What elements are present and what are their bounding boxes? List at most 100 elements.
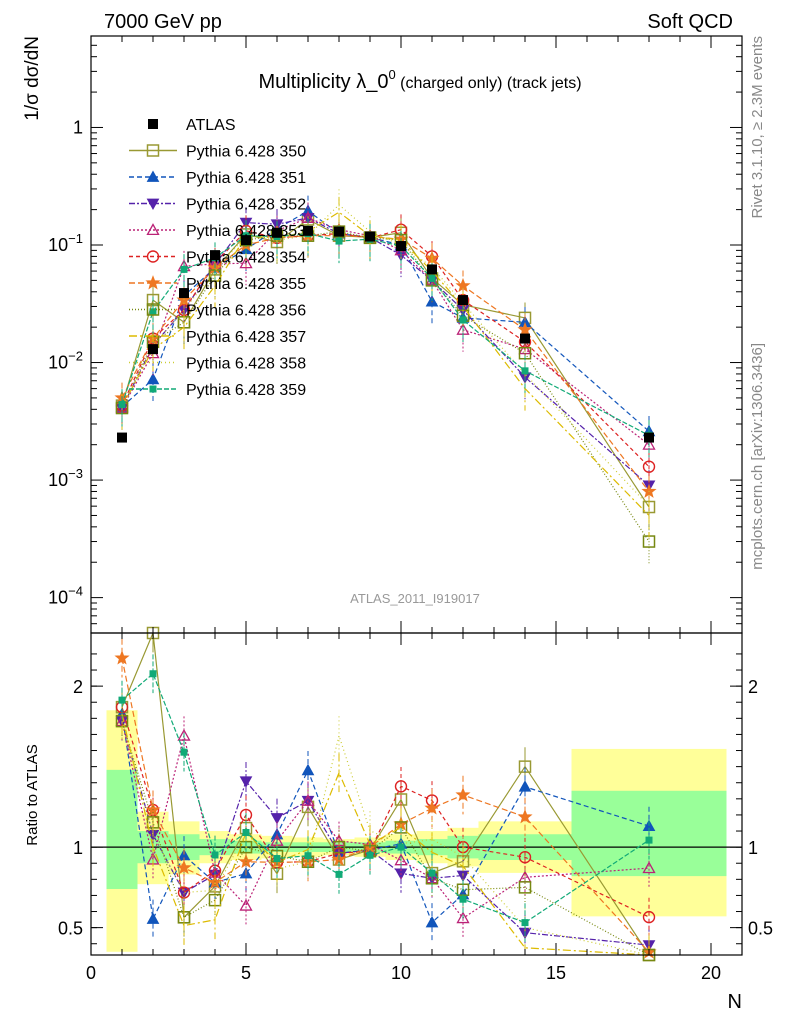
ratio-point-3-6 — [301, 793, 315, 806]
main-point-9-11 — [459, 316, 467, 324]
ratio-series-9 — [118, 654, 653, 942]
ratio-series-line-0 — [121, 632, 650, 956]
ratio-series-layer — [114, 626, 657, 962]
main-point-1-10 — [425, 295, 439, 307]
main-y-tick-label-base-1: 10 — [48, 470, 68, 490]
ratio-series-line-3 — [121, 720, 650, 920]
main-data-series — [117, 225, 654, 443]
header-left: 7000 GeV pp — [104, 11, 222, 33]
data-point-6 — [303, 225, 313, 236]
legend: ATLAS Pythia 6.428 350 Pythia 6.428 351 Pyt… — [129, 117, 306, 399]
data-point-12 — [520, 333, 530, 344]
legend-label-5: Pythia 6.428 355 — [186, 276, 306, 293]
legend-marker-0 — [146, 144, 160, 157]
ratio-y-tick-label-right-1: 1 — [748, 838, 758, 858]
legend-label-3: Pythia 6.428 353 — [186, 223, 306, 240]
data-point-3 — [210, 250, 220, 261]
header-right: Soft QCD — [647, 11, 733, 33]
ratio-point-4-12 — [518, 850, 532, 864]
x-tick-label-0: 0 — [86, 963, 96, 983]
main-series-line-9 — [121, 232, 650, 436]
side-label-top: Rivet 3.1.10, ≥ 2.3M events — [749, 36, 766, 219]
ratio-y-axis-label: Ratio to ATLAS — [24, 744, 41, 845]
legend-marker-3 — [146, 223, 160, 236]
main-point-6-3 — [208, 269, 222, 282]
legend-label-7: Pythia 6.428 357 — [186, 329, 306, 346]
data-point-8 — [365, 231, 375, 242]
legend-marker-5 — [145, 275, 161, 290]
main-point-5-12 — [517, 321, 533, 337]
data-point-2 — [179, 288, 189, 299]
ratio-point-6-7 — [332, 840, 346, 854]
main-y-axis-label: 1/σ dσ/dN — [22, 36, 43, 121]
main-series-line-2 — [121, 217, 650, 486]
ratio-point-9-1 — [149, 670, 157, 678]
ratio-series-line-7 — [121, 713, 650, 956]
ratio-y-tick-label-right-2: 2 — [748, 677, 758, 697]
ratio-y-tick-label-left-0: 0.5 — [58, 919, 83, 939]
watermark: ATLAS_2011_I919017 — [350, 591, 480, 606]
side-label-bottom: mcplots.cern.ch [arXiv:1306.3436] — [749, 343, 766, 570]
chart-title-main: Multiplicity λ_0 — [258, 71, 388, 93]
ratio-series-line-1 — [121, 714, 650, 924]
main-series-line-7 — [121, 211, 650, 516]
legend-marker-6 — [146, 303, 160, 316]
data-point-4 — [241, 235, 251, 246]
legend-marker-2 — [146, 198, 160, 211]
ratio-series-line-8 — [121, 720, 650, 956]
main-series-line-4 — [121, 229, 650, 468]
x-tick-label-4: 20 — [701, 963, 721, 983]
main-point-9-10 — [428, 274, 436, 282]
ratio-point-9-12 — [521, 919, 529, 927]
main-series-line-8 — [121, 203, 650, 507]
data-point-13 — [644, 432, 654, 443]
x-tick-label-2: 10 — [391, 963, 411, 983]
main-y-tick-label-3: 10−1 — [48, 231, 83, 255]
data-point-10 — [427, 264, 437, 275]
ratio-point-3-13 — [642, 861, 656, 874]
main-y-tick-label-base-4: 1 — [73, 117, 83, 137]
legend-label-6: Pythia 6.428 356 — [186, 303, 306, 320]
main-point-4-13 — [642, 460, 656, 473]
main-y-tick-label-base-2: 10 — [48, 353, 68, 373]
main-y-tick-label-4: 1 — [73, 117, 83, 137]
legend-label-9: Pythia 6.428 359 — [186, 382, 306, 399]
main-y-tick-label-2: 10−2 — [48, 349, 83, 373]
main-y-tick-label-1: 10−3 — [48, 466, 83, 490]
main-point-3-4 — [239, 256, 253, 269]
ratio-point-9-0 — [118, 696, 126, 704]
axis-ticks: 10−410−310−210−110 5 10 15 200.5 0.51 12 2 — [48, 35, 773, 983]
legend-label-8: Pythia 6.428 358 — [186, 356, 306, 373]
main-series-line-5 — [121, 235, 650, 492]
main-point-1-1 — [146, 372, 160, 385]
ratio-series-line-6 — [121, 720, 650, 956]
ratio-y-tick-label-left-2: 2 — [73, 677, 83, 697]
legend-label-4: Pythia 6.428 354 — [186, 250, 306, 267]
main-point-9-12 — [521, 367, 529, 375]
x-axis-label: N — [728, 991, 742, 1013]
ratio-point-4-9 — [394, 780, 408, 793]
main-series-line-3 — [121, 217, 650, 446]
ratio-point-3-11 — [456, 911, 470, 924]
data-point-11 — [458, 295, 468, 306]
ratio-series-line-5 — [121, 657, 650, 953]
data-point-9 — [396, 241, 406, 252]
ratio-point-3-4 — [239, 898, 253, 911]
legend-marker-4 — [146, 250, 160, 263]
ratio-y-tick-label-right-0: 0.5 — [748, 919, 773, 939]
main-series-layer — [114, 189, 657, 564]
ratio-point-9-2 — [180, 748, 188, 756]
chart-title: Multiplicity λ_00 (charged only) (track … — [258, 67, 581, 93]
legend-label-2: Pythia 6.428 352 — [186, 197, 306, 214]
main-y-tick-label-base-3: 10 — [48, 235, 68, 255]
main-point-9-0 — [118, 400, 126, 408]
main-series-8 — [121, 189, 650, 529]
main-point-9-2 — [180, 265, 188, 273]
legend-label-1: Pythia 6.428 351 — [186, 170, 306, 187]
data-point-7 — [334, 226, 344, 237]
data-point-1 — [148, 344, 158, 355]
main-y-tick-label-exp-2: −2 — [68, 349, 83, 364]
ratio-point-4-13 — [642, 910, 656, 924]
legend-marker-1 — [146, 170, 160, 182]
data-point-0 — [117, 432, 127, 443]
